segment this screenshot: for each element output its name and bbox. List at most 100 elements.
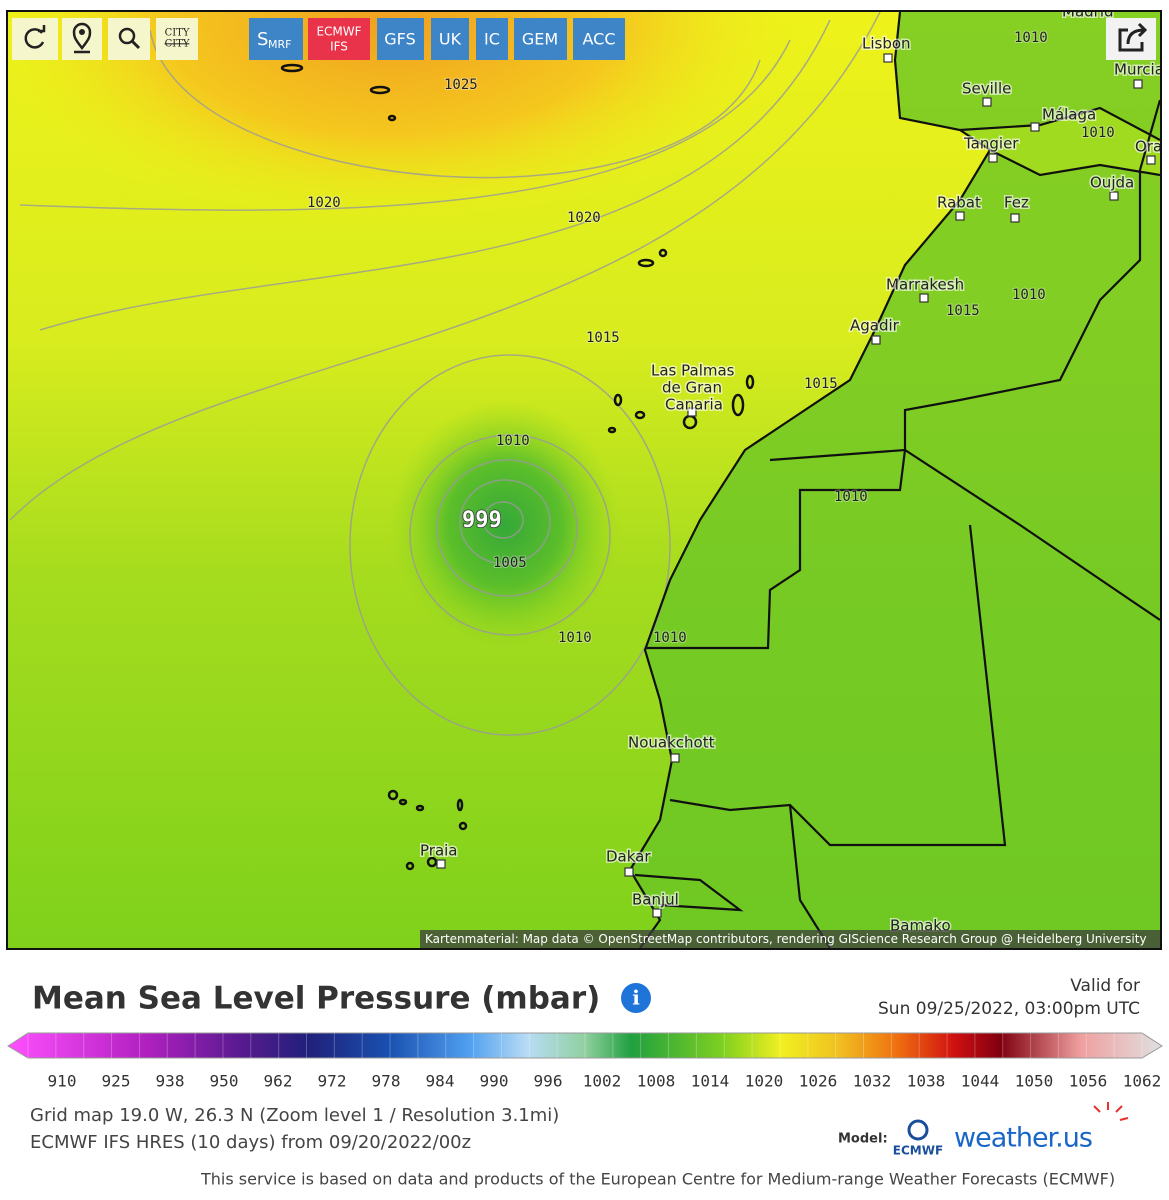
city-label: Fez — [1004, 194, 1029, 212]
colorbar-tick-label: 938 — [156, 1072, 185, 1091]
city-label: Seville — [962, 80, 1011, 98]
city-marker — [436, 859, 446, 869]
city-marker — [624, 867, 634, 877]
isobars — [9, 12, 881, 736]
city-label: de Gran — [662, 379, 722, 397]
colorbar-tick-label: 996 — [534, 1072, 563, 1091]
city-label: Dakar — [606, 848, 651, 866]
city-marker — [687, 407, 697, 417]
city-marker — [955, 211, 965, 221]
refresh-button[interactable] — [12, 18, 58, 60]
colorbar-tick-label: 1020 — [745, 1072, 784, 1091]
model-label: Model: — [838, 1132, 888, 1147]
isobar-label: 1010 — [558, 630, 592, 646]
city-marker — [1030, 122, 1040, 132]
ecmwf-logo: ECMWF — [893, 1119, 943, 1158]
model-button[interactable]: ECMWF IFS — [308, 18, 370, 60]
borders — [628, 12, 1160, 948]
model-button[interactable]: IC — [476, 18, 508, 60]
model-button-label: GFS — [384, 30, 415, 49]
model-button-label: IC — [484, 30, 500, 49]
model-button[interactable]: GEM — [514, 18, 567, 60]
model-button[interactable]: GFS — [377, 18, 424, 60]
colorbar — [7, 1032, 1163, 1059]
colorbar-tick-label: 978 — [372, 1072, 401, 1091]
city-marker — [1010, 213, 1020, 223]
city-label: Canaria — [665, 396, 723, 414]
isobar-label: 1015 — [946, 303, 980, 319]
city-toggle-button[interactable]: CITY CITY — [156, 18, 198, 60]
info-icon[interactable]: i — [621, 983, 651, 1013]
city-label: Las Palmas — [651, 362, 735, 380]
model-button-sublabel: IFS — [330, 40, 348, 54]
city-label: Málaga — [1042, 106, 1096, 124]
model-button[interactable]: S MRF — [249, 18, 303, 60]
city-label: Nouakchott — [628, 734, 715, 752]
colorbar-tick-label: 925 — [102, 1072, 131, 1091]
city-label: Madrid — [1062, 3, 1114, 21]
model-logo-text: ECMWF — [893, 1144, 943, 1158]
city-label: Murcia — [1114, 61, 1164, 79]
city-label: Tangier — [963, 135, 1019, 153]
colorbar-tick-label: 1002 — [583, 1072, 622, 1091]
city-label: Rabat — [937, 194, 981, 212]
isobar-label: 1010 — [496, 433, 530, 449]
city-label: Oran — [1135, 138, 1169, 156]
model-button[interactable]: UK — [431, 18, 469, 60]
isobar-label: 1020 — [307, 195, 341, 211]
model-button[interactable]: ACC — [573, 18, 625, 60]
city-label: Banjul — [632, 891, 679, 909]
valid-label: Valid for — [1070, 976, 1140, 996]
city-marker — [883, 53, 893, 63]
svg-text:i: i — [632, 986, 640, 1010]
city-label: Oujda — [1090, 174, 1134, 192]
colorbar-ticks: 910 925 938 950 962 972 978 984 990 996 1002 1008 10… — [27, 1033, 1162, 1091]
colorbar-tick-label: 1026 — [799, 1072, 838, 1091]
valid-time: Sun 09/25/2022, 03:00pm UTC — [878, 999, 1140, 1019]
colorbar-tick-label: 990 — [480, 1072, 509, 1091]
city-marker — [652, 908, 662, 918]
tool-buttons: CITY CITY — [12, 18, 198, 60]
isobar-labels: 1025 1020 1020 1015 1015 1010 999 1005 1… — [306, 29, 1116, 647]
colorbar-tick-label: 984 — [426, 1072, 455, 1091]
brand-sun — [1093, 1102, 1129, 1121]
colorbar-tick-label: 1014 — [691, 1072, 730, 1091]
city-marker — [1109, 191, 1119, 201]
isobar-label: 1010 — [1012, 287, 1046, 303]
colorbar-tick-label: 1056 — [1069, 1072, 1108, 1091]
model-buttons: S MRF ECMWF IFS GFS UK IC GEM ACC — [249, 18, 625, 60]
grid-info: Grid map 19.0 W, 26.3 N (Zoom level 1 / … — [30, 1105, 559, 1126]
city-label: Agadir — [850, 317, 900, 335]
locate-button[interactable] — [62, 18, 102, 60]
isobar-label: 1010 — [834, 489, 868, 505]
model-button-label: S — [257, 29, 268, 50]
brand-logo: weather.us — [954, 1123, 1092, 1154]
city-markers: Madrid Lisbon Seville Murcia Málaga Tangier Or… — [419, 3, 1169, 936]
isobar-label: 1020 — [567, 210, 601, 226]
colorbar-tick-label: 910 — [48, 1072, 77, 1091]
isobar-label: 1010 — [1014, 30, 1048, 46]
isobar-label: 1010 — [1081, 125, 1115, 141]
share-button[interactable] — [1106, 18, 1156, 60]
colorbar-tick-label: 1044 — [961, 1072, 1000, 1091]
low-pressure — [390, 400, 620, 650]
city-label: Lisbon — [862, 35, 911, 53]
city-marker — [1146, 155, 1156, 165]
map[interactable]: Madrid Lisbon Seville Murcia Málaga Tangier Or… — [0, 0, 1169, 948]
isobar-label: 1005 — [493, 555, 527, 571]
city-marker — [919, 293, 929, 303]
footer: This service is based on data and produc… — [200, 1170, 1115, 1189]
zoom-button[interactable] — [108, 18, 150, 60]
land — [630, 12, 1160, 948]
city-label: Praia — [420, 842, 458, 860]
map-frame — [6, 10, 1162, 950]
colorbar-tick-label: 1038 — [907, 1072, 946, 1091]
isobar-label: 1015 — [586, 330, 620, 346]
colorbar-tick-label: 1062 — [1123, 1072, 1162, 1091]
city-label: Marrakesh — [886, 276, 964, 294]
colorbar-tick-label: 1050 — [1015, 1072, 1054, 1091]
sea — [960, 108, 1160, 175]
model-button-label: ACC — [582, 30, 615, 49]
model-button-sublabel: MRF — [268, 38, 291, 51]
